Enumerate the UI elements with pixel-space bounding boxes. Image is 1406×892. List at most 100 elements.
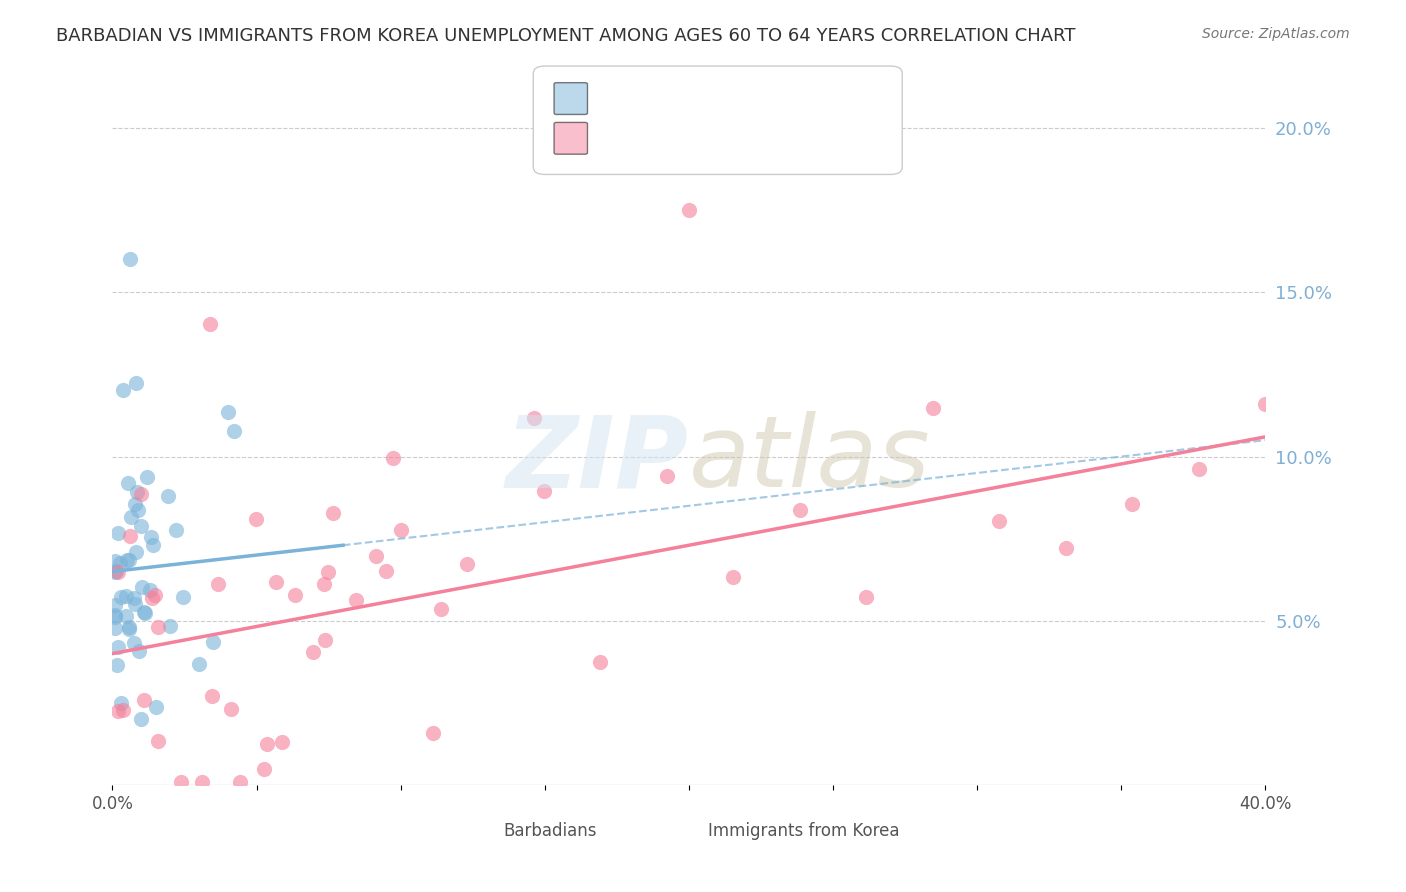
Point <box>139 530 162 544</box>
Point <box>143 588 166 602</box>
Point <box>382 450 405 465</box>
Point <box>190 774 212 789</box>
Point <box>678 203 700 218</box>
Point <box>131 519 153 533</box>
Point <box>118 252 141 267</box>
Point <box>115 553 138 567</box>
Point <box>533 483 555 498</box>
Point <box>316 566 339 580</box>
Point <box>1254 397 1277 411</box>
Point <box>142 538 165 552</box>
Point <box>314 633 336 648</box>
Text: ZIP: ZIP <box>506 411 689 508</box>
Text: 48: 48 <box>763 86 789 104</box>
Point <box>118 620 141 634</box>
Point <box>132 693 155 707</box>
Point <box>129 486 152 500</box>
Point <box>124 497 146 511</box>
Point <box>430 601 453 615</box>
Point <box>221 702 243 716</box>
Point <box>389 523 412 537</box>
Point <box>655 468 678 483</box>
Point <box>110 590 132 604</box>
Point <box>104 621 127 635</box>
Text: Barbadians: Barbadians <box>503 822 598 839</box>
Point <box>855 590 877 604</box>
FancyBboxPatch shape <box>554 122 588 154</box>
Point <box>148 733 170 747</box>
Text: atlas: atlas <box>689 411 931 508</box>
Point <box>104 610 127 624</box>
Text: 0.35: 0.35 <box>626 126 669 144</box>
Point <box>134 605 156 619</box>
Point <box>188 657 211 671</box>
Point <box>111 702 134 716</box>
Text: Source: ZipAtlas.com: Source: ZipAtlas.com <box>1202 27 1350 41</box>
Point <box>104 608 127 623</box>
Point <box>314 576 336 591</box>
Point <box>107 565 129 579</box>
Point <box>125 485 148 500</box>
Text: 0.147: 0.147 <box>626 86 682 104</box>
Text: Immigrants from Korea: Immigrants from Korea <box>709 822 900 839</box>
Point <box>1188 462 1211 476</box>
Point <box>170 774 193 789</box>
Point <box>139 583 162 598</box>
Text: R =  0.35   N = 49: R = 0.35 N = 49 <box>596 126 762 144</box>
Point <box>322 507 344 521</box>
Point <box>245 512 267 526</box>
Point <box>117 475 139 490</box>
Point <box>253 762 276 776</box>
Point <box>198 318 221 332</box>
Point <box>456 557 478 571</box>
Point <box>128 644 150 658</box>
Point <box>146 619 169 633</box>
Point <box>172 591 194 605</box>
Point <box>127 502 149 516</box>
Point <box>118 553 141 567</box>
FancyBboxPatch shape <box>533 66 903 175</box>
Point <box>523 411 546 425</box>
Point <box>114 609 136 624</box>
Point <box>118 623 141 637</box>
Point <box>156 489 179 503</box>
Point <box>129 712 153 726</box>
Point <box>120 509 142 524</box>
Point <box>921 401 943 415</box>
Point <box>217 405 239 419</box>
Point <box>104 554 127 568</box>
Point <box>104 565 127 579</box>
Point <box>110 556 132 570</box>
Point <box>107 526 129 541</box>
Point <box>789 503 811 517</box>
Point <box>120 529 142 543</box>
Point <box>229 774 252 789</box>
Point <box>284 588 307 602</box>
Point <box>135 469 157 483</box>
Point <box>589 655 612 669</box>
FancyBboxPatch shape <box>444 823 478 847</box>
Point <box>366 549 388 564</box>
Point <box>131 580 153 594</box>
Point <box>124 545 146 559</box>
Point <box>110 697 132 711</box>
Point <box>375 564 398 578</box>
Text: BARBADIAN VS IMMIGRANTS FROM KOREA UNEMPLOYMENT AMONG AGES 60 TO 64 YEARS CORREL: BARBADIAN VS IMMIGRANTS FROM KOREA UNEMP… <box>56 27 1076 45</box>
Point <box>112 383 135 397</box>
Point <box>124 598 146 612</box>
Point <box>302 645 325 659</box>
Point <box>988 515 1011 529</box>
Point <box>1121 497 1143 511</box>
Text: 49: 49 <box>763 126 789 144</box>
Point <box>105 564 128 578</box>
Point <box>201 689 224 703</box>
Point <box>159 618 181 632</box>
Point <box>115 589 138 603</box>
Point <box>104 599 127 613</box>
Point <box>266 574 288 589</box>
Point <box>107 704 129 718</box>
Point <box>202 635 225 649</box>
FancyBboxPatch shape <box>699 823 731 847</box>
Point <box>107 640 129 655</box>
Point <box>134 606 156 620</box>
